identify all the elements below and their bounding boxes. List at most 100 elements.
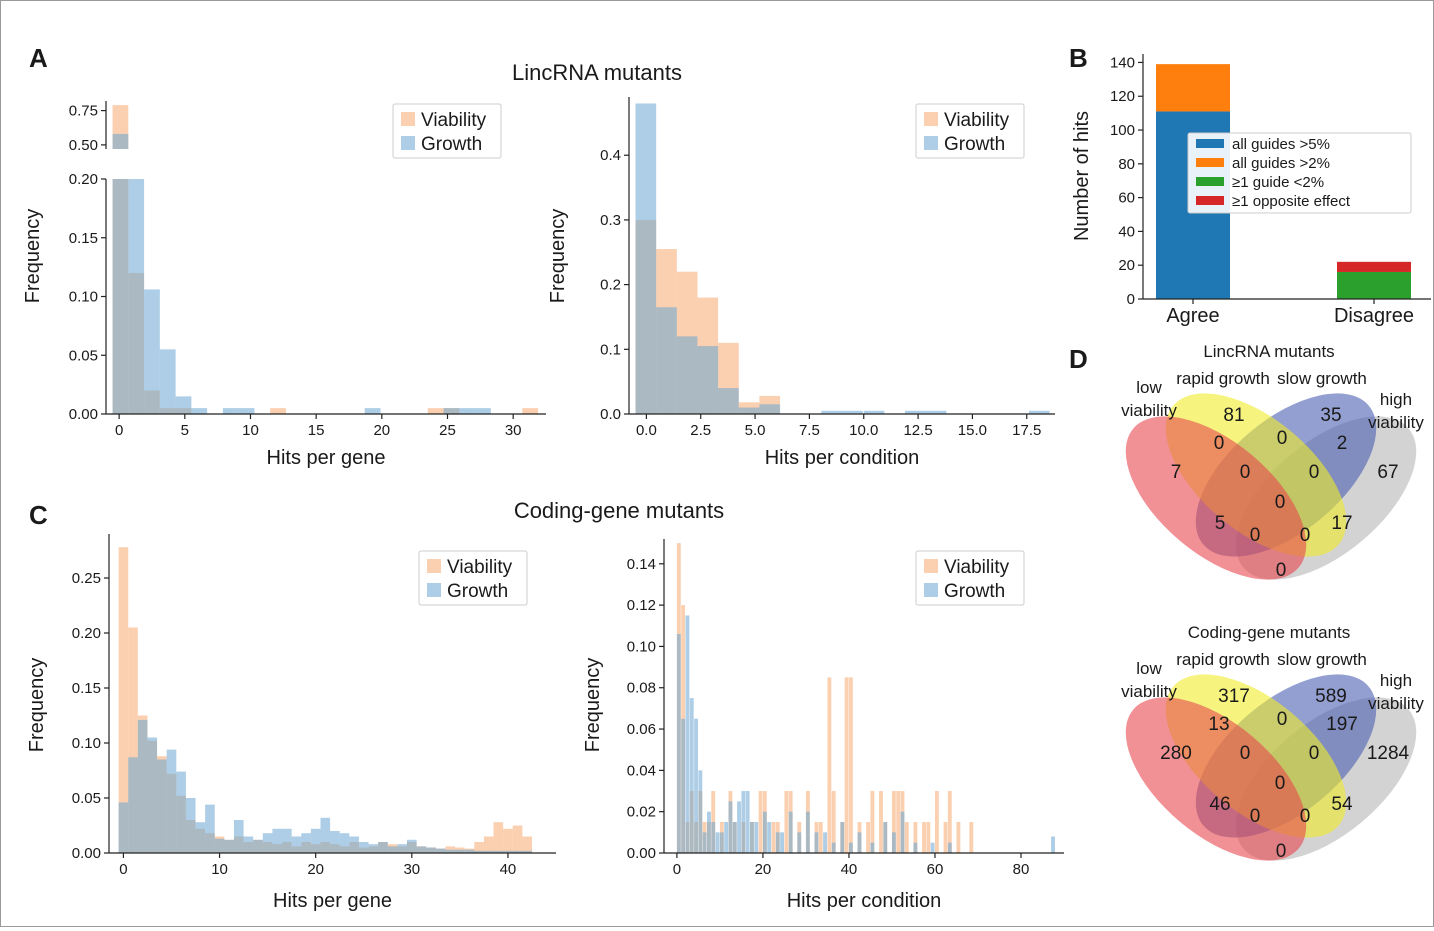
- c1-bar-growth: [166, 749, 177, 853]
- c1-bar-growth: [176, 771, 186, 853]
- c1-bar-growth: [214, 838, 225, 853]
- c2-bar-growth: [805, 811, 810, 853]
- c2-bar-growth: [702, 832, 707, 853]
- a1-bar-growth: [112, 133, 129, 149]
- b-y-tick-label: 20: [1118, 257, 1135, 274]
- venn2-count: 0: [1276, 841, 1287, 862]
- c1-bar-growth: [195, 822, 206, 853]
- c2-y-tick-label: 0.08: [627, 680, 656, 697]
- venn1-count: 0: [1276, 560, 1287, 581]
- b-bar-segment: [1337, 271, 1411, 299]
- c1-bar-growth: [349, 836, 359, 853]
- c2-y-tick-label: 0.04: [627, 762, 656, 779]
- c1-bar-viability: [493, 822, 504, 853]
- c1-legend-viability: Viability: [447, 557, 513, 578]
- a2-x-label: Hits per condition: [765, 447, 920, 469]
- a1-legend-swatch-viability: [401, 112, 415, 126]
- c1-bar-viability: [512, 825, 523, 853]
- c1-y-tick-label: 0.15: [72, 680, 101, 697]
- c1-legend-growth: Growth: [447, 581, 508, 602]
- b-legend-box: [1187, 132, 1412, 214]
- c1-bar-growth: [483, 850, 494, 853]
- venn2-count: 0: [1309, 743, 1320, 764]
- c2-bar-growth: [891, 832, 896, 853]
- c1-bar-growth: [128, 757, 138, 853]
- a1-x-tick-label: 15: [308, 422, 325, 439]
- a1-bar-growth: [222, 408, 239, 414]
- c2-bar-growth: [685, 615, 690, 853]
- c2-bar-growth: [780, 832, 784, 853]
- b-x-tick-label: Disagree: [1334, 305, 1414, 327]
- c1-legend-box: [418, 550, 528, 606]
- c2-y-tick-label: 0.00: [627, 845, 656, 862]
- c2-bar-growth: [694, 718, 698, 853]
- c2-bar-growth: [689, 698, 694, 853]
- c1-y-tick-label: 0.05: [72, 790, 101, 807]
- c2-y-tick-label: 0.10: [627, 638, 656, 655]
- c1-bar-growth: [378, 842, 388, 853]
- c1-bar-growth: [407, 839, 417, 853]
- a1-bar-growth: [159, 349, 176, 414]
- venn1-count: 0: [1240, 462, 1251, 483]
- venn2-count: 0: [1275, 773, 1286, 794]
- venn1-count: 0: [1277, 428, 1288, 449]
- c2-bar-growth: [930, 842, 935, 853]
- c2-y-label: Frequency: [582, 658, 604, 753]
- c2-y-tick-label: 0.02: [627, 804, 656, 821]
- venn1-count: 17: [1331, 513, 1352, 534]
- c2-bar-viability: [904, 822, 909, 853]
- a2-legend-box: [915, 103, 1025, 159]
- c1-bar-growth: [310, 828, 321, 853]
- a2-bar-growth: [925, 410, 947, 414]
- venn2-count: 46: [1209, 794, 1230, 815]
- venn2-count: 13: [1208, 714, 1229, 735]
- title-lincrna: LincRNA mutants: [512, 60, 682, 85]
- c2-bar-growth: [775, 832, 780, 853]
- venn2-ellipse-low-viability: [1125, 697, 1307, 861]
- c2-bar-viability: [758, 791, 763, 853]
- c2-bar-viability: [848, 677, 853, 853]
- c1-x-tick-label: 20: [307, 861, 324, 878]
- c1-bar-growth: [416, 846, 427, 853]
- c2-bar-viability: [913, 822, 918, 853]
- a2-x-tick-label: 15.0: [958, 422, 987, 439]
- c2-bar-growth: [870, 842, 875, 853]
- a2-bar-growth: [676, 336, 698, 414]
- c2-bar-growth: [900, 811, 905, 853]
- c2-bar-growth: [715, 832, 720, 853]
- a2-y-tick-label: 0.4: [600, 147, 621, 164]
- a1-bar-growth: [191, 408, 208, 414]
- panel-letter-b: B: [1069, 43, 1088, 73]
- c1-bar-growth: [330, 831, 340, 853]
- a1-y-label: Frequency: [22, 209, 44, 304]
- a1-bar-growth: [459, 408, 476, 414]
- c2-bar-growth: [745, 791, 750, 853]
- c2-x-tick-label: 40: [841, 861, 858, 878]
- a1-legend: Viability Growth: [392, 103, 502, 159]
- c2-bar-viability: [879, 791, 883, 853]
- b-bar-segment: [1156, 64, 1230, 112]
- venn1-count: 67: [1377, 462, 1398, 483]
- a2-x-tick-label: 12.5: [903, 422, 932, 439]
- a2-bar-growth: [863, 410, 885, 414]
- c2-bar-viability: [926, 822, 931, 853]
- b-legend: all guides >5% all guides >2% ≥1 guide <2%…: [1187, 132, 1412, 214]
- c1-bar-growth: [320, 817, 331, 853]
- a1-bar-growth: [128, 179, 145, 414]
- a1-bar-growth: [364, 408, 381, 414]
- a2-y-label: Frequency: [547, 209, 569, 304]
- b-legend-label: ≥1 opposite effect: [1232, 193, 1351, 210]
- a1-lower-y-tick-label: 0.00: [69, 406, 98, 423]
- a2-bar-growth: [718, 388, 739, 414]
- c1-bar-viability: [503, 828, 513, 853]
- c2-bar-viability: [818, 822, 823, 853]
- c1-y-tick-label: 0.25: [72, 570, 101, 587]
- venn2-label-high-2: viability: [1368, 694, 1424, 713]
- c1-bar-growth: [147, 737, 158, 853]
- b-y-label: Number of hits: [1071, 111, 1093, 241]
- a1-x-tick-label: 25: [439, 422, 456, 439]
- c2-bar-viability: [866, 822, 871, 853]
- c2-bar-growth: [823, 832, 828, 853]
- c2-bar-viability: [934, 791, 939, 853]
- c2-bar-growth: [831, 842, 836, 853]
